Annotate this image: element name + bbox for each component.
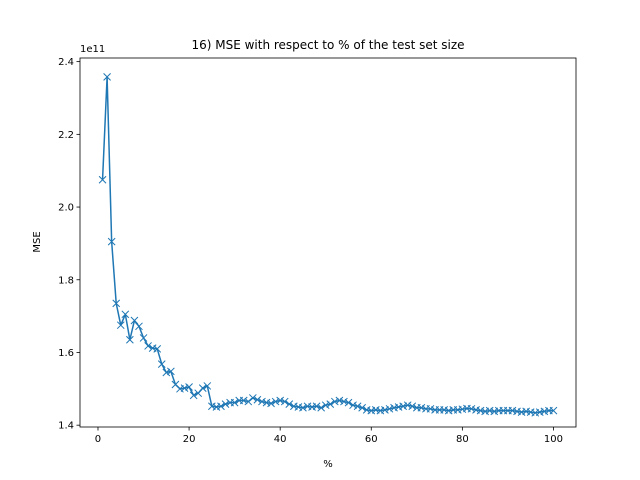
data-point-38 (271, 397, 280, 406)
data-point-35 (258, 397, 266, 406)
data-point-99 (549, 406, 558, 415)
data-point-55 (349, 401, 357, 410)
axes-frame (79, 57, 577, 428)
data-point-31 (239, 396, 248, 405)
data-point-9 (139, 334, 148, 342)
y-tick-label-1: 1.6 (58, 348, 74, 359)
data-point-15 (167, 367, 175, 376)
data-point-68 (408, 402, 417, 411)
data-point-6 (126, 335, 134, 344)
y-tick-label-0: 1.4 (58, 421, 74, 432)
data-point-26 (217, 402, 225, 411)
x-tick-label-1: 20 (183, 434, 196, 445)
data-point-8 (135, 322, 143, 331)
x-tick-label-4: 80 (456, 434, 469, 445)
y-tick-label-2: 1.8 (58, 275, 74, 286)
plot-area (80, 58, 576, 427)
data-point-23 (203, 382, 212, 390)
data-point-22 (198, 384, 207, 392)
data-point-3 (112, 299, 121, 308)
data-point-18 (180, 384, 189, 392)
data-point-19 (185, 383, 193, 391)
data-point-51 (330, 397, 339, 406)
data-point-41 (285, 400, 294, 408)
data-point-66 (399, 402, 408, 411)
data-point-4 (116, 321, 125, 330)
data-point-57 (358, 403, 367, 412)
data-point-1 (103, 73, 111, 81)
x-tick-label-0: 0 (95, 434, 101, 445)
data-point-29 (230, 398, 239, 407)
data-point-62 (381, 406, 389, 414)
data-point-49 (321, 401, 330, 410)
chart-title: 16) MSE with respect to % of the test se… (191, 38, 464, 52)
ticks-layer: 0 20 40 60 80 100 1.4 1.6 1.8 2.0 2.2 2.4 (58, 57, 563, 445)
x-tick-label-3: 60 (365, 434, 378, 445)
data-point-50 (326, 400, 335, 408)
data-point-53 (340, 397, 348, 406)
data-point-32 (244, 397, 253, 406)
data-point-7 (130, 316, 139, 325)
data-point-70 (417, 403, 426, 412)
data-point-47 (312, 402, 321, 411)
data-point-67 (403, 401, 412, 410)
data-point-20 (189, 391, 198, 400)
data-point-0 (98, 175, 107, 184)
y-tick-label-3: 2.0 (58, 203, 74, 214)
data-point-2 (107, 237, 116, 246)
axes-layer (79, 57, 577, 428)
data-point-44 (299, 403, 307, 412)
data-point-63 (385, 404, 394, 413)
data-point-52 (335, 396, 344, 405)
data-point-10 (144, 342, 152, 350)
data-point-54 (344, 398, 353, 407)
series-layer (98, 73, 558, 417)
y-tick-label-5: 2.4 (58, 57, 74, 68)
x-tick-label-2: 40 (274, 434, 287, 445)
x-axis-title: % (323, 459, 333, 470)
data-point-13 (157, 360, 166, 368)
data-point-40 (280, 397, 289, 406)
data-point-72 (426, 404, 435, 413)
x-tick-label-5: 100 (544, 434, 563, 445)
y-axis-title: MSE (32, 231, 43, 252)
data-point-34 (253, 395, 262, 404)
data-point-12 (153, 344, 162, 353)
y-tick-label-4: 2.2 (58, 130, 74, 141)
data-point-37 (267, 399, 275, 408)
data-point-5 (121, 310, 130, 319)
data-point-33 (248, 394, 257, 402)
y-axis-offset-label: 1e11 (80, 44, 105, 55)
data-point-56 (353, 402, 362, 411)
data-point-48 (317, 403, 326, 412)
data-point-14 (162, 368, 171, 377)
data-point-39 (276, 396, 285, 405)
data-point-81 (467, 404, 476, 413)
data-point-27 (221, 400, 230, 408)
